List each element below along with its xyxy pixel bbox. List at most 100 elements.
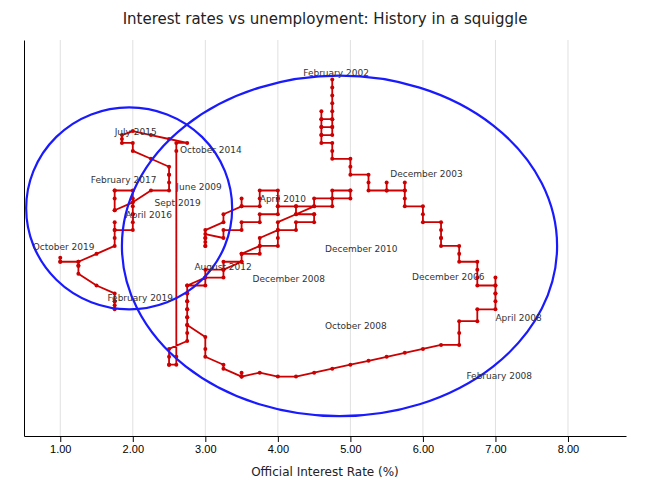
marker: [403, 204, 407, 208]
marker: [203, 232, 207, 236]
marker: [385, 188, 389, 192]
x-tick-mark: [495, 436, 496, 442]
marker: [348, 196, 352, 200]
marker: [76, 272, 80, 276]
annotations: February 2002October 2014July 2015Februa…: [33, 68, 542, 381]
marker: [276, 188, 280, 192]
marker: [493, 276, 497, 280]
marker: [131, 149, 135, 153]
annotation: April 2016: [126, 210, 173, 220]
marker: [385, 181, 389, 185]
marker: [276, 375, 280, 379]
annotation: June 2009: [175, 182, 222, 192]
x-tick-mark: [350, 436, 351, 442]
marker: [319, 117, 323, 121]
marker: [330, 196, 334, 200]
marker: [203, 244, 207, 248]
marker: [185, 323, 189, 327]
marker: [113, 208, 117, 212]
marker: [203, 228, 207, 232]
marker: [167, 173, 171, 177]
marker: [185, 323, 189, 327]
marker: [240, 375, 244, 379]
annotation: December 2008: [252, 274, 325, 284]
grid-line: [422, 40, 423, 436]
marker: [221, 367, 225, 371]
marker: [367, 173, 371, 177]
marker: [330, 204, 334, 208]
x-tick-label: 3.00: [195, 443, 216, 455]
marker: [240, 228, 244, 232]
marker: [76, 264, 80, 268]
marker: [276, 204, 280, 208]
marker: [330, 125, 334, 129]
marker: [203, 284, 207, 288]
marker: [493, 291, 497, 295]
marker: [149, 188, 153, 192]
marker: [240, 220, 244, 224]
marker: [276, 236, 280, 240]
marker: [240, 204, 244, 208]
marker: [403, 188, 407, 192]
annotation: October 2019: [33, 242, 95, 252]
annotation: October 2008: [325, 321, 387, 331]
marker: [330, 141, 334, 145]
marker: [221, 220, 225, 224]
annotation: Sept 2019: [155, 198, 202, 208]
grid-line: [567, 40, 568, 436]
marker: [240, 371, 244, 375]
marker: [475, 260, 479, 264]
grid-line: [60, 40, 61, 436]
marker: [294, 204, 298, 208]
marker: [221, 236, 225, 240]
plot-area: 1.002.003.004.005.006.007.008.00February…: [25, 40, 627, 455]
annotation: October 2014: [180, 145, 242, 155]
marker: [457, 331, 461, 335]
x-tick: 1.00: [50, 436, 71, 455]
x-tick-label: 1.00: [50, 443, 71, 455]
x-tick: 2.00: [123, 436, 144, 455]
marker: [258, 204, 262, 208]
marker: [113, 228, 117, 232]
marker: [367, 188, 371, 192]
marker: [185, 284, 189, 288]
marker: [203, 355, 207, 359]
chart: 1.002.003.004.005.006.007.008.00February…: [0, 0, 650, 488]
marker: [319, 125, 323, 129]
grid-line: [350, 40, 351, 436]
marker: [276, 220, 280, 224]
x-tick-mark: [60, 436, 61, 442]
marker: [185, 331, 189, 335]
marker: [330, 196, 334, 200]
marker: [131, 141, 135, 145]
marker: [240, 375, 244, 379]
marker: [367, 181, 371, 185]
marker: [312, 212, 316, 216]
marker: [76, 264, 80, 268]
marker: [113, 188, 117, 192]
y-axis: [24, 41, 25, 437]
marker: [457, 319, 461, 323]
marker: [113, 196, 117, 200]
marker: [330, 125, 334, 129]
marker: [348, 157, 352, 161]
marker: [457, 343, 461, 347]
marker: [113, 188, 117, 192]
marker: [330, 188, 334, 192]
marker: [258, 371, 262, 375]
annotation: April 2008: [495, 313, 542, 323]
marker: [113, 303, 117, 307]
marker: [294, 375, 298, 379]
marker: [348, 173, 352, 177]
x-tick-mark: [205, 436, 206, 442]
marker: [131, 200, 135, 204]
marker: [348, 188, 352, 192]
marker: [475, 307, 479, 311]
marker: [330, 149, 334, 153]
marker: [58, 260, 62, 264]
marker: [439, 343, 443, 347]
marker: [421, 220, 425, 224]
marker: [131, 204, 135, 208]
marker: [120, 141, 124, 145]
marker: [403, 181, 407, 185]
